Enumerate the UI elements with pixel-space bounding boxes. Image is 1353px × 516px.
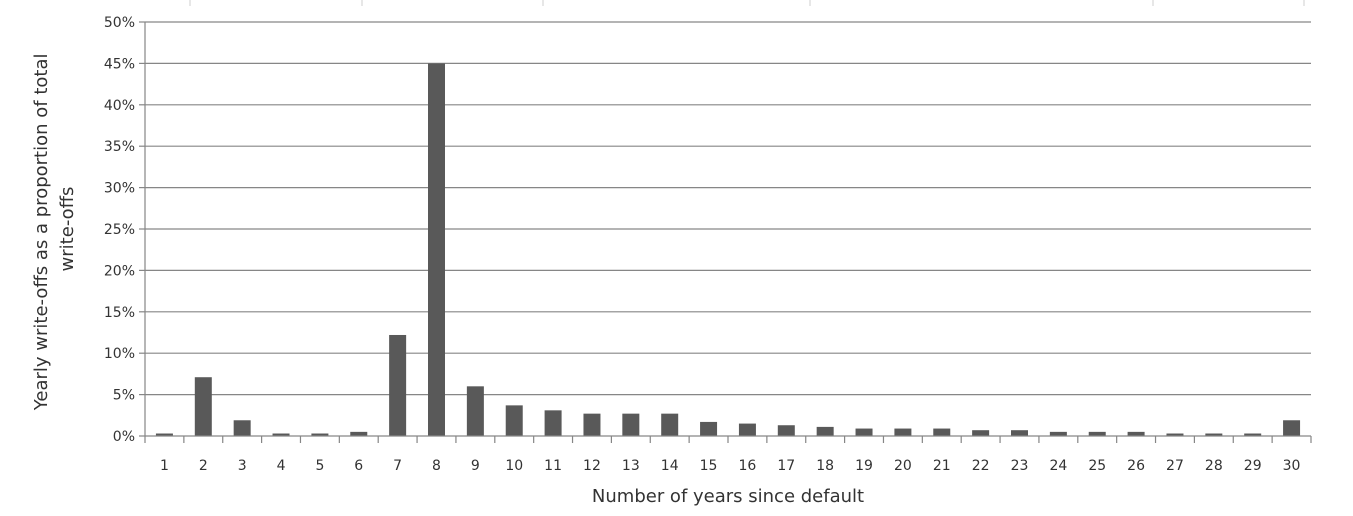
- gridlines: [145, 21, 1311, 396]
- bar-9: [466, 386, 484, 436]
- x-tick-label: 3: [238, 458, 247, 474]
- bar-14: [661, 413, 679, 436]
- x-tick-label: 14: [661, 458, 679, 474]
- x-tick-label: 1: [160, 458, 169, 474]
- bar-20: [894, 428, 912, 436]
- x-tick-label: 6: [354, 458, 363, 474]
- bar-21: [933, 428, 951, 436]
- y-tick-label: 30%: [104, 181, 135, 197]
- x-tick-label: 19: [855, 458, 873, 474]
- bars: [155, 63, 1301, 437]
- x-tick-label: 9: [471, 458, 480, 474]
- bar-10: [505, 405, 523, 436]
- x-tick-label: 5: [315, 458, 324, 474]
- x-axis-title: Number of years since default: [592, 486, 864, 507]
- x-tick-label: 26: [1127, 458, 1145, 474]
- bar-8: [428, 63, 445, 437]
- x-tick-label: 22: [972, 458, 990, 474]
- x-tick-label: 12: [583, 458, 601, 474]
- x-tick-label: 4: [277, 458, 286, 474]
- x-tick-label: 18: [816, 458, 834, 474]
- x-tick-label: 16: [739, 458, 757, 474]
- bar-2: [194, 377, 212, 436]
- bar-25: [1088, 431, 1106, 436]
- y-axis-title: Yearly write-offs as a proportion of tot…: [31, 48, 78, 411]
- y-tick-label: 0%: [113, 429, 135, 445]
- bar-18: [816, 426, 834, 436]
- y-tick-label: 40%: [104, 98, 135, 114]
- axes: [139, 0, 1312, 443]
- y-tick-label: 50%: [104, 15, 135, 31]
- bar-3: [233, 420, 251, 436]
- bar-12: [583, 413, 601, 436]
- bar-19: [855, 428, 873, 436]
- bar-30: [1283, 420, 1301, 436]
- x-tick-label: 15: [700, 458, 718, 474]
- bar-26: [1127, 431, 1145, 436]
- bar-24: [1049, 431, 1067, 436]
- y-axis-title-line-1: Yearly write-offs as a proportion of tot…: [31, 54, 52, 412]
- bar-6: [350, 431, 368, 436]
- bar-17: [777, 425, 795, 436]
- bar-15: [700, 421, 718, 436]
- x-tick-label: 27: [1166, 458, 1184, 474]
- bar-23: [1011, 430, 1028, 436]
- x-tick-label: 28: [1205, 458, 1223, 474]
- x-tick-label: 11: [544, 458, 562, 474]
- x-tick-label: 7: [393, 458, 402, 474]
- y-tick-label: 45%: [104, 56, 135, 72]
- y-tick-label: 15%: [104, 305, 135, 321]
- bar-11: [544, 410, 562, 436]
- x-tick-label: 30: [1283, 458, 1301, 474]
- x-tick-label: 10: [505, 458, 523, 474]
- bar-22: [972, 430, 990, 436]
- bar-28: [1205, 433, 1223, 436]
- y-axis-title-line-2: write-offs: [57, 187, 78, 272]
- bar-1: [155, 433, 173, 436]
- y-tick-label: 10%: [104, 346, 135, 362]
- bar-27: [1166, 433, 1184, 436]
- bar-5: [311, 433, 329, 436]
- tick-labels: 0%5%10%15%20%25%30%35%40%45%50%1 2 3 4 5 6 7 8 9…: [104, 15, 1301, 474]
- x-tick-label: 29: [1244, 458, 1262, 474]
- x-tick-label: 20: [894, 458, 912, 474]
- y-tick-label: 25%: [104, 222, 135, 238]
- x-tick-label: 21: [933, 458, 951, 474]
- x-tick-label: 8: [432, 458, 441, 474]
- y-tick-label: 35%: [104, 139, 135, 155]
- bar-7: [389, 334, 407, 436]
- x-tick-label: 23: [1011, 458, 1029, 474]
- bar-13: [622, 413, 640, 436]
- x-tick-label: 25: [1088, 458, 1106, 474]
- y-tick-label: 5%: [113, 388, 135, 404]
- y-tick-label: 20%: [104, 263, 135, 279]
- x-tick-label: 13: [622, 458, 640, 474]
- bar-16: [738, 423, 756, 436]
- bar-4: [272, 433, 290, 436]
- x-tick-label: 24: [1049, 458, 1067, 474]
- x-tick-label: 2: [199, 458, 208, 474]
- bar-29: [1244, 433, 1262, 436]
- x-tick-label: 17: [777, 458, 795, 474]
